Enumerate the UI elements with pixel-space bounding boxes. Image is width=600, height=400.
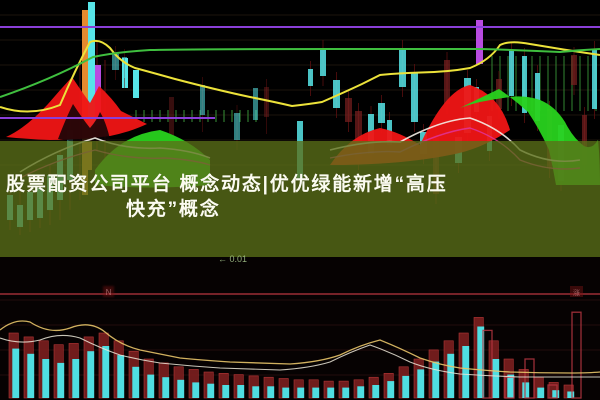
svg-text:N: N [106,288,112,297]
svg-text:← 0.01: ← 0.01 [218,254,247,264]
svg-text:涨: 涨 [573,288,580,297]
